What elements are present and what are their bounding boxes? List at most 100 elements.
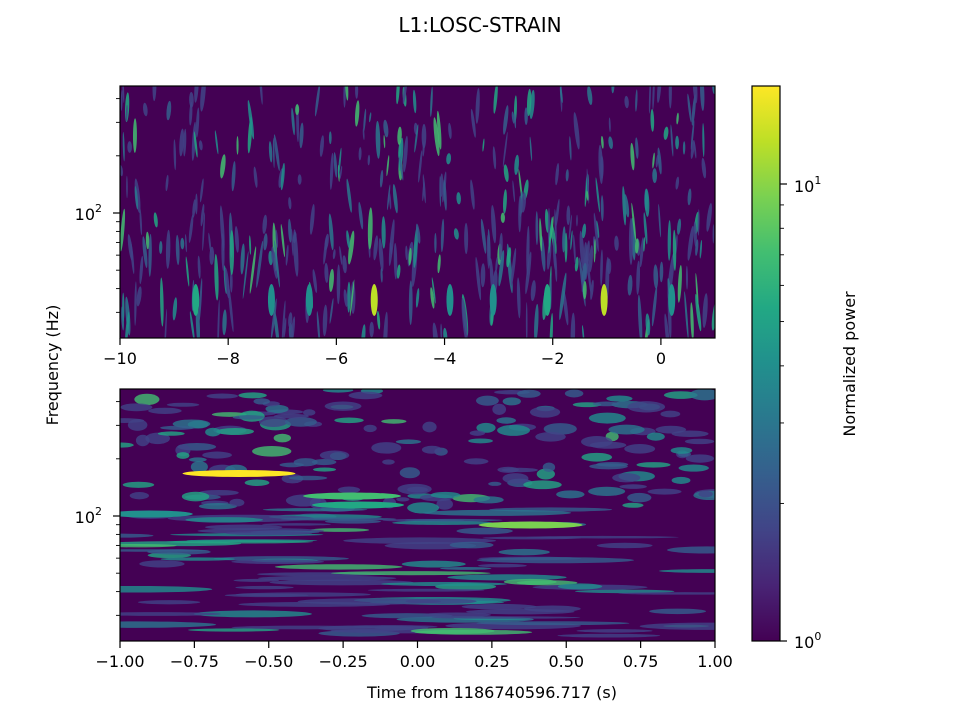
heat-streak (343, 289, 348, 307)
heat-streak (192, 199, 196, 218)
heat-blob (120, 533, 154, 538)
heat-feature (303, 492, 402, 500)
heat-streak (573, 112, 580, 150)
heat-streak (412, 89, 417, 114)
heat-blob (399, 467, 420, 479)
heat-blob (410, 627, 495, 634)
heat-streak (581, 223, 587, 239)
heat-streak (498, 250, 505, 287)
heat-blob (229, 498, 245, 507)
heat-blob (311, 458, 337, 466)
heat-blob (302, 409, 316, 416)
bottom-x-ticks: −1.00 −0.75 −0.50 −0.25 0.00 0.25 0.50 0.75 1.00 (95, 641, 733, 671)
heat-blob (685, 454, 715, 463)
heat-blob (288, 475, 328, 481)
heat-blob (430, 491, 461, 499)
heat-streak (443, 327, 448, 338)
heat-streak (122, 86, 125, 104)
heat-streak (548, 216, 553, 254)
heat-streak (657, 86, 662, 103)
heat-streak (514, 113, 517, 129)
heat-streak (397, 126, 402, 145)
heat-streak (126, 175, 128, 199)
heat-blob (262, 523, 332, 526)
heat-streak (635, 89, 638, 112)
heat-streak (345, 86, 349, 101)
heat-streak (512, 180, 515, 203)
heat-blob (206, 393, 239, 399)
heat-streak (378, 238, 384, 272)
heat-streak (664, 313, 670, 338)
heat-blob (401, 560, 466, 568)
heat-streak (227, 283, 234, 333)
heat-streak (272, 137, 275, 169)
heat-blob (498, 548, 550, 556)
heat-streak (165, 174, 169, 192)
heat-feature (478, 521, 583, 529)
heat-streak (316, 311, 321, 338)
top-y-tick: 102 (75, 202, 120, 224)
heat-blob (529, 406, 561, 418)
heat-blob (176, 452, 190, 459)
heat-streak (521, 192, 527, 213)
x-tick-label: −1.00 (95, 652, 144, 671)
heat-streak (685, 265, 689, 290)
heat-blob (235, 585, 294, 590)
heat-streak (415, 288, 420, 308)
heat-streak (122, 131, 125, 162)
heat-blob (523, 480, 562, 490)
heat-streak (291, 228, 294, 256)
heat-streak (175, 234, 180, 266)
heat-blob (120, 612, 221, 616)
heat-streak (136, 286, 142, 307)
heat-blob (556, 490, 585, 499)
heat-streak (120, 208, 126, 252)
heat-streak (448, 122, 452, 139)
heat-streak (659, 261, 664, 283)
heat-blob (449, 541, 494, 549)
heat-blob (395, 439, 421, 445)
heat-streak (598, 144, 604, 185)
heat-streak (691, 94, 696, 126)
heat-streak (358, 201, 364, 230)
heat-blob (588, 486, 626, 496)
heat-streak (268, 141, 273, 163)
heat-blob (134, 393, 160, 406)
heat-streak (280, 224, 286, 258)
heat-streak (644, 188, 650, 217)
heat-streak (273, 134, 280, 171)
heat-streak (600, 249, 603, 286)
heat-streak (328, 131, 332, 145)
heat-streak (434, 233, 437, 254)
heat-streak (379, 169, 384, 188)
heat-streak (586, 190, 589, 201)
heat-blob (589, 463, 628, 470)
heat-streak (631, 202, 637, 242)
heat-blob (596, 542, 653, 549)
heat-blob (476, 557, 634, 564)
heat-streak (270, 298, 277, 338)
top-x-ticks: −10 −8 −6 −4 −2 0 (103, 338, 666, 368)
colorbar-gradient (751, 85, 781, 642)
heat-feature (600, 284, 608, 316)
heat-streak (503, 189, 507, 214)
heat-streak (197, 255, 201, 279)
x-tick-label: −8 (216, 349, 240, 368)
heat-blob (589, 441, 627, 449)
heat-streak (339, 165, 343, 179)
heat-streak (514, 154, 519, 175)
heat-blob (273, 413, 309, 419)
x-tick-label: −4 (433, 349, 457, 368)
heat-streak (622, 186, 627, 226)
heat-streak (132, 118, 137, 153)
heat-streak (701, 157, 707, 179)
heat-blob (324, 401, 362, 411)
heat-blob (273, 433, 292, 443)
x-tick-label: 0.00 (400, 652, 436, 671)
heat-blob (476, 395, 499, 406)
heat-streak (702, 293, 708, 328)
heat-streak (695, 293, 702, 332)
heat-streak (332, 249, 336, 260)
heat-streak (600, 195, 604, 222)
heat-streak (349, 279, 355, 317)
